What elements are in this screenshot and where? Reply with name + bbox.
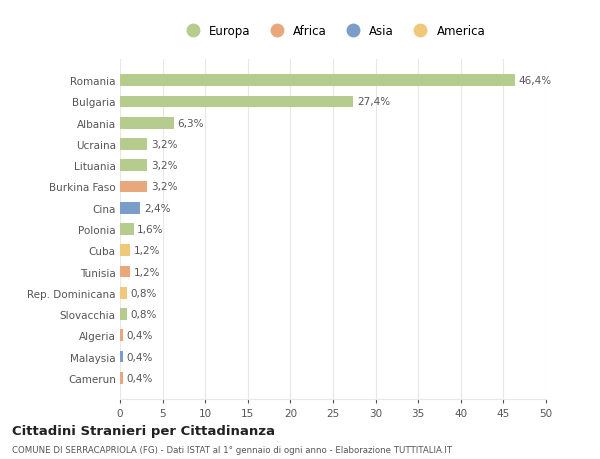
- Text: 0,8%: 0,8%: [130, 309, 157, 319]
- Bar: [120, 372, 124, 384]
- Bar: [120, 351, 124, 363]
- Text: 2,4%: 2,4%: [144, 203, 170, 213]
- Text: 1,2%: 1,2%: [134, 246, 160, 256]
- Text: 3,2%: 3,2%: [151, 182, 177, 192]
- Text: 0,4%: 0,4%: [127, 352, 153, 362]
- Legend: Europa, Africa, Asia, America: Europa, Africa, Asia, America: [177, 22, 489, 41]
- Text: COMUNE DI SERRACAPRIOLA (FG) - Dati ISTAT al 1° gennaio di ogni anno - Elaborazi: COMUNE DI SERRACAPRIOLA (FG) - Dati ISTA…: [12, 445, 452, 454]
- Bar: [120, 245, 130, 257]
- Bar: [120, 160, 147, 172]
- Bar: [120, 224, 134, 235]
- Bar: [120, 266, 130, 278]
- Bar: [120, 202, 140, 214]
- Bar: [120, 139, 147, 151]
- Text: 0,4%: 0,4%: [127, 373, 153, 383]
- Bar: [120, 287, 127, 299]
- Text: 27,4%: 27,4%: [357, 97, 390, 107]
- Bar: [120, 118, 173, 129]
- Text: 46,4%: 46,4%: [519, 76, 552, 86]
- Text: 1,2%: 1,2%: [134, 267, 160, 277]
- Text: 3,2%: 3,2%: [151, 140, 177, 150]
- Text: 0,8%: 0,8%: [130, 288, 157, 298]
- Text: Cittadini Stranieri per Cittadinanza: Cittadini Stranieri per Cittadinanza: [12, 424, 275, 437]
- Bar: [120, 75, 515, 87]
- Text: 1,6%: 1,6%: [137, 224, 164, 235]
- Bar: [120, 181, 147, 193]
- Bar: [120, 308, 127, 320]
- Text: 6,3%: 6,3%: [177, 118, 203, 129]
- Text: 0,4%: 0,4%: [127, 330, 153, 341]
- Bar: [120, 330, 124, 341]
- Bar: [120, 96, 353, 108]
- Text: 3,2%: 3,2%: [151, 161, 177, 171]
